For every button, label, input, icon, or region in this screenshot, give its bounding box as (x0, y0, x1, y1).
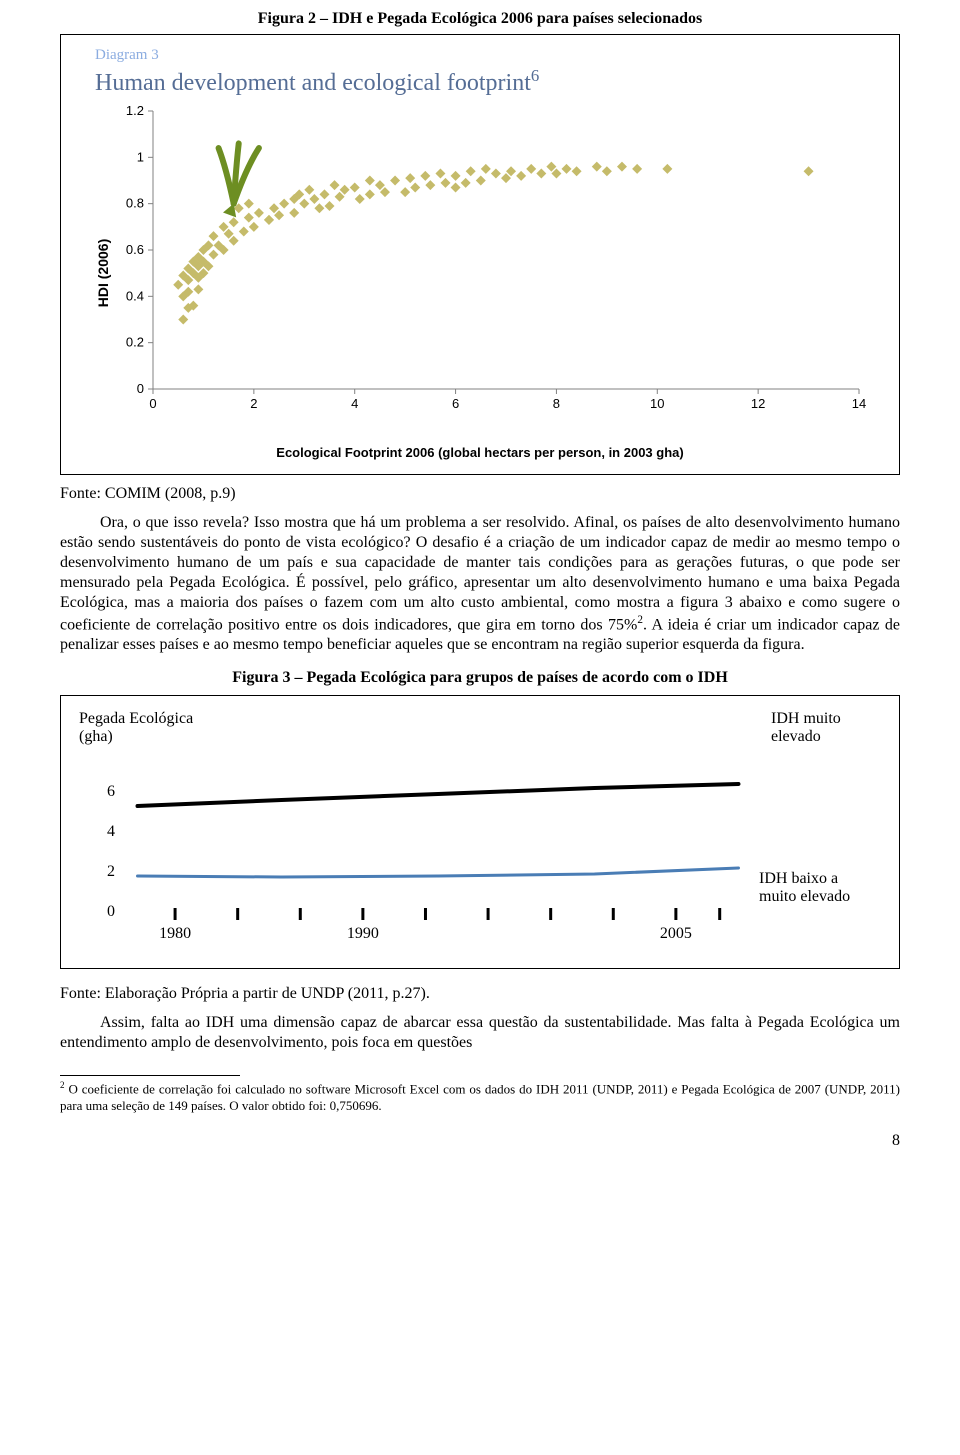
figure3-chart-frame: Pegada Ecológica (gha) IDH muito elevado… (60, 695, 900, 969)
svg-text:0: 0 (149, 396, 156, 411)
svg-text:0: 0 (137, 381, 144, 396)
scatter-chart: 0 2 4 6 8 10 12 14 0 0.2 0.4 0.6 0.8 1 1.2 (109, 103, 869, 423)
footnote: 2 O coeficiente de correlação foi calcul… (60, 1080, 900, 1114)
svg-text:0.6: 0.6 (126, 242, 144, 257)
svg-text:0.8: 0.8 (126, 196, 144, 211)
x-axis-label: Ecological Footprint 2006 (global hectar… (75, 445, 885, 460)
svg-text:1990: 1990 (347, 925, 379, 942)
figure3-line-chart: 0 2 4 6 1980 1990 2005 (79, 746, 759, 946)
svg-text:4: 4 (107, 823, 115, 840)
footnote-text: O coeficiente de correlação foi calculad… (60, 1082, 900, 1113)
svg-text:0.4: 0.4 (126, 288, 144, 303)
figure3-series-top-label: IDH muito elevado (771, 710, 881, 746)
diagram-title-text: Human development and ecological footpri… (95, 70, 531, 96)
figure3-ylabel-line1: Pegada Ecológica (79, 710, 193, 727)
paragraph-2: Assim, falta ao IDH uma dimensão capaz d… (60, 1013, 900, 1053)
svg-text:0.2: 0.2 (126, 335, 144, 350)
footnote-rule (60, 1075, 240, 1076)
svg-text:2: 2 (250, 396, 257, 411)
diagram-number-label: Diagram 3 (95, 47, 885, 64)
svg-text:1980: 1980 (159, 925, 191, 942)
diagram-title-sup: 6 (531, 66, 539, 85)
svg-text:2005: 2005 (660, 925, 692, 942)
svg-text:12: 12 (751, 396, 765, 411)
figure2-chart-frame: Diagram 3 Human development and ecologic… (60, 34, 900, 475)
figure3-y-label: Pegada Ecológica (gha) (79, 710, 193, 746)
svg-text:8: 8 (553, 396, 560, 411)
figure3-ylabel-line2: (gha) (79, 728, 113, 745)
svg-text:10: 10 (650, 396, 664, 411)
svg-text:1: 1 (137, 149, 144, 164)
diagram-title: Human development and ecological footpri… (95, 66, 885, 97)
svg-text:14: 14 (852, 396, 866, 411)
figure2-title: Figura 2 – IDH e Pegada Ecológica 2006 p… (60, 10, 900, 28)
svg-text:0: 0 (107, 903, 115, 920)
svg-text:1.2: 1.2 (126, 103, 144, 118)
svg-text:6: 6 (452, 396, 459, 411)
paragraph-1: Ora, o que isso revela? Isso mostra que … (60, 513, 900, 655)
figure3-title: Figura 3 – Pegada Ecológica para grupos … (60, 669, 900, 687)
figure2-source: Fonte: COMIM (2008, p.9) (60, 485, 900, 503)
svg-text:6: 6 (107, 783, 115, 800)
figure3-source: Fonte: Elaboração Própria a partir de UN… (60, 985, 900, 1003)
figure3-series-bottom-label: IDH baixo a muito elevado (759, 870, 869, 906)
svg-text:4: 4 (351, 396, 358, 411)
svg-text:2: 2 (107, 863, 115, 880)
y-axis-label: HDI (2006) (95, 239, 111, 307)
page-number: 8 (60, 1132, 900, 1150)
